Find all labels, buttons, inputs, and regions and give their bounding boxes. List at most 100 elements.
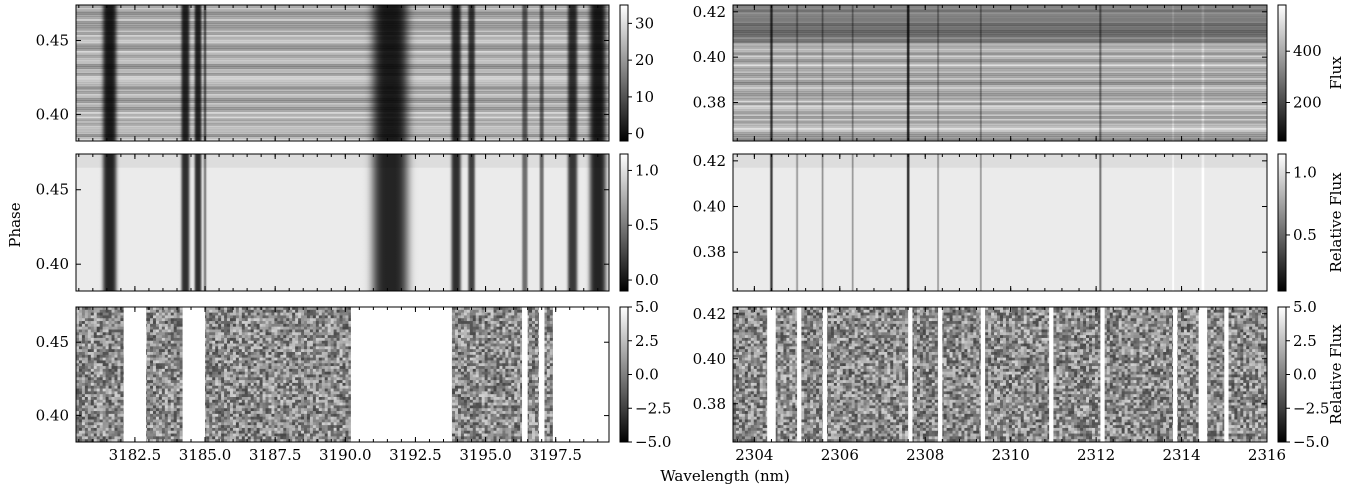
residual-cell [170, 374, 175, 378]
residual-cell [212, 312, 216, 316]
residual-cell [505, 321, 509, 325]
residual-cell [268, 360, 272, 364]
residual-cell [546, 343, 551, 347]
residual-cell [333, 326, 337, 330]
residual-cell [206, 318, 210, 322]
residual-cell [164, 321, 169, 325]
residual-cell [469, 374, 474, 378]
residual-cell [209, 354, 213, 359]
residual-cell [330, 307, 335, 311]
residual-cell [505, 346, 509, 350]
residual-cell [244, 343, 249, 347]
residual-cell [455, 371, 459, 375]
residual-cell [173, 363, 178, 367]
residual-cell [173, 357, 178, 361]
residual-cell [457, 363, 462, 367]
residual-cell [345, 340, 349, 344]
residual-cell [274, 374, 278, 378]
exposure-band [76, 7, 609, 11]
residual-cell [469, 343, 474, 347]
residual-cell [318, 374, 323, 378]
residual-cell [87, 335, 92, 339]
residual-cell [517, 360, 521, 364]
residual-cell [253, 352, 258, 356]
residual-cell [321, 321, 326, 325]
residual-cell [348, 357, 352, 361]
residual-cell [167, 363, 172, 367]
residual-cell [306, 357, 311, 361]
residual-cell [549, 343, 554, 347]
residual-cell [520, 368, 524, 373]
residual-cell [117, 368, 121, 373]
residual-cell [499, 323, 503, 328]
residual-cell [152, 332, 157, 336]
residual-cell [330, 349, 335, 353]
residual-cell [289, 368, 293, 373]
residual-cell [93, 349, 98, 353]
residual-cell [549, 323, 554, 328]
colorbar: 0.51.0 Relative Flux [1277, 153, 1345, 292]
exposure-band [76, 134, 609, 137]
residual-cell [493, 340, 497, 344]
residual-cell [460, 346, 465, 350]
residual-cell [546, 352, 551, 356]
residual-cell [457, 315, 462, 319]
residual-cell [452, 346, 456, 350]
residual-cell [271, 374, 275, 378]
residual-cell [224, 315, 228, 319]
residual-cell [164, 349, 169, 353]
residual-cell [274, 312, 278, 316]
residual-cell [318, 315, 323, 319]
residual-cell [301, 343, 305, 347]
residual-cell [511, 337, 515, 342]
residual-cell [105, 318, 109, 322]
residual-cell [460, 315, 465, 319]
residual-cell [218, 349, 222, 353]
residual-cell [487, 309, 491, 314]
residual-cell [309, 366, 314, 370]
residual-cell [206, 357, 210, 361]
residual-cell [309, 337, 314, 342]
residual-cell [543, 309, 548, 314]
residual-cell [271, 357, 275, 361]
residual-cell [161, 352, 166, 356]
residual-cell [164, 363, 169, 367]
exposure-band [76, 129, 609, 133]
residual-cell [120, 346, 124, 350]
residual-cell [452, 368, 456, 373]
residual-cell [90, 374, 95, 378]
residual-cell [283, 329, 287, 333]
residual-cell [529, 371, 533, 375]
residual-cell [179, 321, 183, 325]
residual-cell [309, 309, 314, 314]
residual-cell [268, 346, 272, 350]
residual-cell [120, 315, 124, 319]
residual-cell [318, 360, 323, 364]
residual-cell [90, 343, 95, 347]
residual-cell [280, 349, 284, 353]
residual-cell [170, 346, 175, 350]
residual-cell [87, 315, 92, 319]
residual-cell [532, 329, 536, 333]
residual-cell [469, 346, 474, 350]
residual-cell [460, 368, 465, 373]
residual-cell [499, 318, 503, 322]
residual-cell [514, 329, 518, 333]
residual-cell [472, 374, 477, 378]
residual-cell [295, 357, 299, 361]
residual-cell [292, 346, 296, 350]
residual-cell [318, 363, 323, 367]
residual-cell [238, 335, 243, 339]
residual-cell [348, 318, 352, 322]
residual-cell [179, 366, 183, 370]
residual-cell [244, 332, 249, 336]
residual-cell [324, 363, 329, 367]
residual-cell [333, 321, 337, 325]
exposure-band [733, 20, 1267, 24]
residual-cell [475, 309, 480, 314]
residual-cell [259, 323, 263, 328]
residual-cell [289, 340, 293, 344]
residual-cell [306, 312, 311, 316]
residual-cell [96, 340, 101, 344]
residual-cell [295, 335, 299, 339]
